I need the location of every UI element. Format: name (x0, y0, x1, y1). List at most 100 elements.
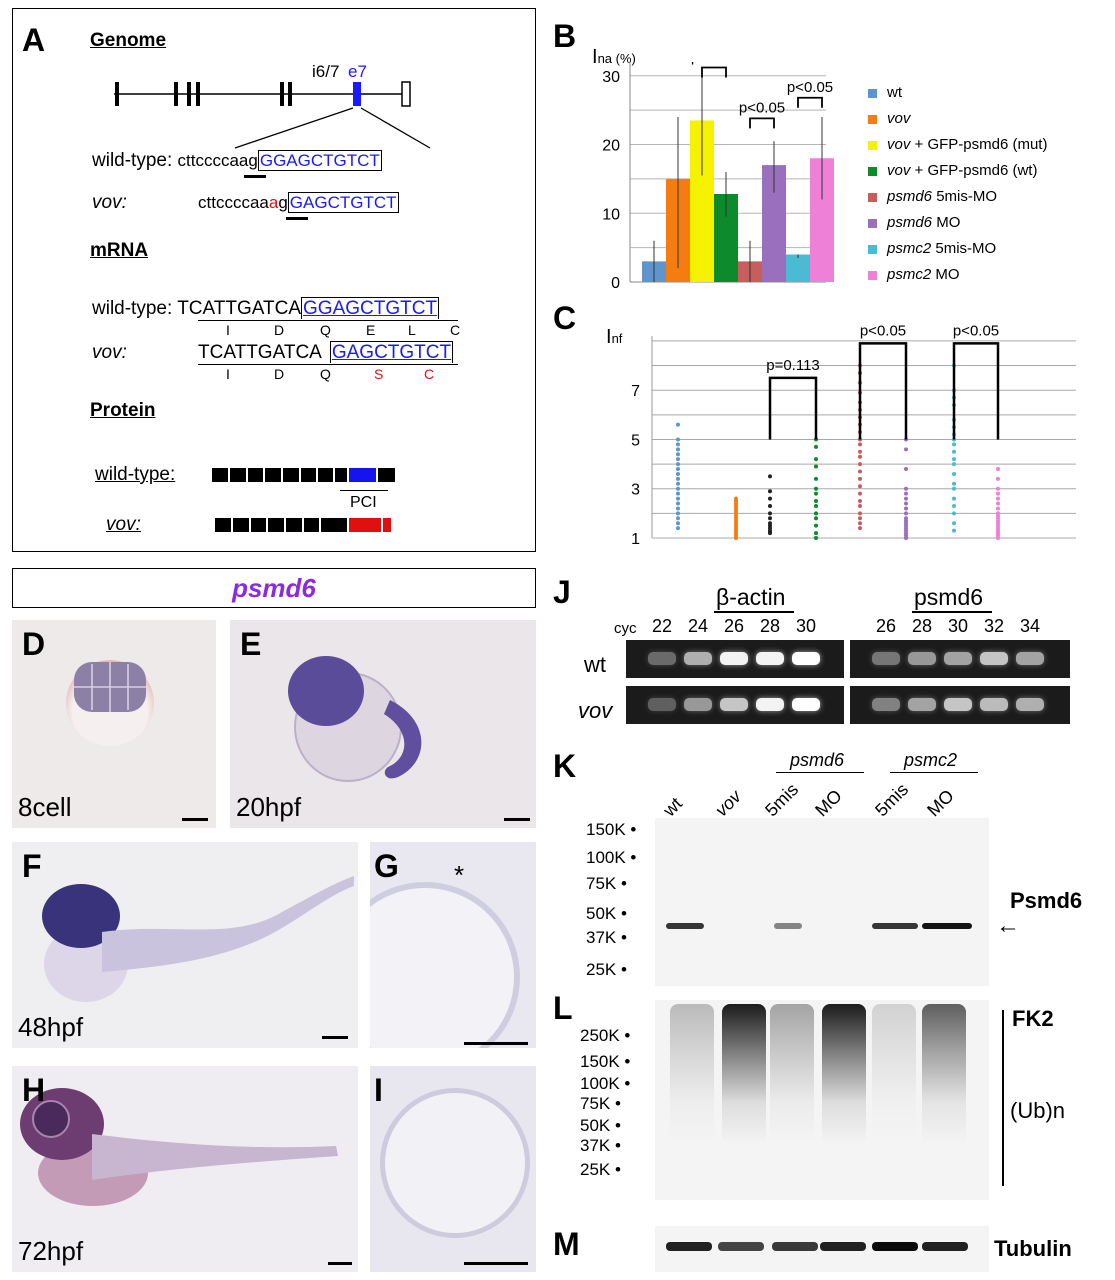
mrna-vov-name: vov: (92, 342, 127, 363)
data-point (858, 526, 862, 531)
ub-bracket (1002, 1010, 1004, 1186)
data-point (858, 469, 862, 474)
data-point (904, 511, 908, 516)
data-point (858, 516, 862, 521)
gel-band (684, 698, 712, 711)
genome-vov-underline (286, 217, 308, 220)
mrna-vov-boxed: GAGCTGTCT (329, 341, 454, 363)
genome-wt-name: wild-type: (92, 150, 173, 171)
legend-gene: vov (887, 162, 911, 179)
panel-k-label: K (553, 748, 577, 784)
legend-swatch (868, 166, 877, 176)
mw-marker: 150K • (580, 1052, 631, 1071)
western-band (718, 1242, 764, 1251)
data-point (952, 521, 956, 526)
genome-title: Genome (90, 30, 167, 51)
mw-marker: 75K • (586, 874, 627, 893)
mrna-wt-seq: TCATTGATCA (177, 298, 302, 319)
mw-marker: 150K • (586, 820, 637, 839)
legend-item: psmd6 5mis-MO (868, 188, 997, 205)
panel-d-stage: 8cell (18, 792, 72, 822)
data-point (734, 536, 738, 540)
significance-bracket (701, 66, 727, 78)
panel-d-photo (12, 620, 216, 828)
data-point (676, 516, 680, 521)
data-point (996, 486, 1000, 491)
aa-vov-1: D (274, 366, 285, 382)
legend-swatch (868, 114, 877, 124)
panel-g-label: G (374, 848, 399, 884)
p-value-label: p<0.05 (691, 62, 737, 66)
chart-b-ylabel: Ina (%) (592, 46, 636, 69)
legend-item: wt (868, 84, 902, 101)
data-point (814, 511, 818, 516)
aa-vov-3: S (374, 366, 384, 382)
row-wt-label: wt (584, 652, 606, 677)
data-point (904, 491, 908, 496)
cycle-label: 28 (912, 616, 933, 636)
data-point (996, 496, 1000, 501)
p-value-label: p<0.05 (953, 322, 999, 339)
gel-band (944, 698, 972, 711)
scale-bar (322, 1036, 348, 1039)
data-point (814, 503, 818, 508)
mw-marker: 100K • (580, 1074, 631, 1093)
mrna-vov-row: vov: TCATTGATCA GAGCTGTCT (92, 341, 454, 364)
aa-bar (198, 320, 458, 322)
data-point (814, 486, 818, 491)
data-point (676, 521, 680, 526)
legend-item: psmc2 MO (868, 266, 960, 283)
gel-band (908, 652, 936, 665)
bar (786, 254, 810, 282)
legend-gene: psmc2 (887, 266, 932, 283)
scale-bar (464, 1042, 528, 1045)
mrna-wt-name: wild-type: (92, 298, 173, 319)
data-point (952, 471, 956, 476)
data-point (768, 511, 772, 516)
gel-band (792, 652, 820, 665)
gene-structure-diagram (114, 81, 431, 149)
aa-bar (198, 364, 458, 366)
mw-marker: 100K • (586, 848, 637, 867)
data-point (814, 444, 818, 449)
data-point (676, 476, 680, 481)
data-point (814, 531, 818, 536)
significance-bracket (768, 376, 818, 440)
panel-d-label: D (22, 626, 46, 662)
data-point (858, 442, 862, 447)
chart-b-ylabel-sub: na (%) (597, 51, 636, 66)
p-value-label: p<0.05 (860, 322, 906, 339)
gel-band (980, 698, 1008, 711)
data-point (952, 528, 956, 533)
panel-g-asterisk: * (454, 860, 465, 890)
protein-vov-name: vov: (106, 514, 141, 535)
data-point (858, 476, 862, 481)
y-tick-label: 7 (631, 383, 640, 400)
gene2-label: psmd6 (914, 584, 984, 610)
mrna-vov-seq: TCATTGATCA (198, 342, 322, 363)
cycle-label: 30 (796, 616, 817, 636)
data-point (814, 499, 818, 504)
pci-bar (340, 490, 388, 492)
gel-band (720, 698, 748, 711)
ubiquitin-smear (770, 1004, 814, 1144)
lane-label: wt (659, 793, 687, 821)
data-point (768, 516, 772, 521)
cycle-label: 24 (688, 616, 709, 636)
legend-text: 5mis-MO (932, 188, 998, 205)
data-point (676, 457, 680, 462)
panel-b-label: B (553, 18, 577, 54)
aa-wt-0: I (226, 322, 230, 338)
panel-j-label: J (553, 574, 571, 610)
genome-vov-lower: cttccccaa (198, 193, 269, 212)
legend-item: vov + GFP-psmd6 (wt) (868, 162, 1037, 179)
protein-wt-domain-bar (212, 468, 395, 482)
intron-label: i6/7 (312, 62, 340, 81)
mw-marker: 25K • (580, 1160, 621, 1179)
p-value-label: p=0.113 (766, 357, 820, 374)
lane-label: MO (923, 785, 958, 821)
lane-label: 5mis (871, 779, 913, 821)
data-point (952, 496, 956, 501)
y-tick-label: 0 (611, 275, 620, 292)
legend-gene: psmc2 (887, 240, 932, 257)
